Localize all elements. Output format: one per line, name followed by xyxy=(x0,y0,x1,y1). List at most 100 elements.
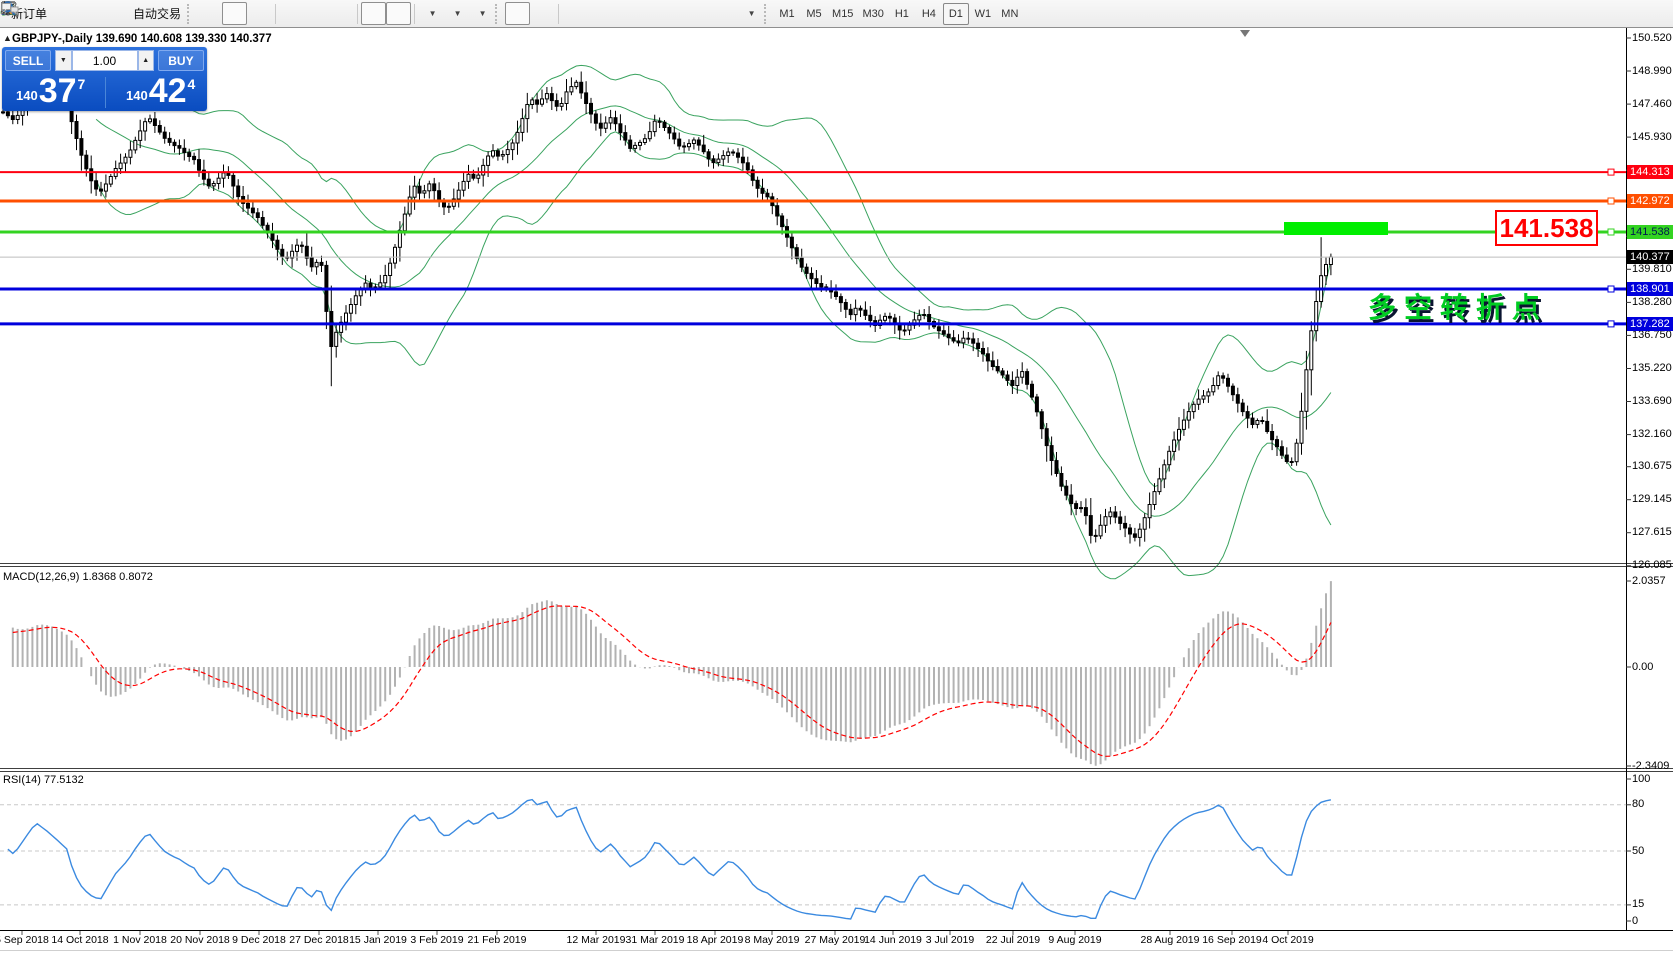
candle xyxy=(1284,454,1289,463)
crosshair-button[interactable] xyxy=(1,1,555,25)
candle xyxy=(295,244,299,252)
candle xyxy=(961,337,966,344)
line-handle[interactable] xyxy=(1607,285,1615,293)
date-axis-label: 27 May 2019 xyxy=(804,934,866,946)
turning-point-annotation[interactable]: 多空转折点 xyxy=(1368,292,1549,323)
candle xyxy=(907,324,912,331)
candle xyxy=(138,130,143,141)
zoom-in-button[interactable] xyxy=(2,1,304,25)
text-button[interactable]: A xyxy=(3,1,712,25)
timeframe-h4-button[interactable]: H4 xyxy=(921,7,936,20)
timeframe-w1-button[interactable]: W1 xyxy=(974,7,992,20)
zoom-out-button[interactable] xyxy=(2,1,329,25)
line-handle[interactable] xyxy=(1607,168,1615,176)
auto-scroll-button[interactable] xyxy=(2,2,412,25)
candle xyxy=(834,291,838,297)
vertical-line-button[interactable] xyxy=(6,2,587,25)
candle xyxy=(446,205,451,208)
timeframe-m5-button[interactable]: M5 xyxy=(806,7,822,20)
date-axis-label: 3 Feb 2019 xyxy=(410,934,464,946)
candle xyxy=(740,156,745,164)
bar-chart-button[interactable] xyxy=(2,2,222,25)
toolbar-grip xyxy=(187,3,193,24)
candle xyxy=(1074,503,1079,510)
candle xyxy=(946,333,951,339)
candle xyxy=(422,190,427,194)
buy-button[interactable]: BUY xyxy=(157,50,204,71)
price-axis-tick: 127.615 xyxy=(1632,526,1672,539)
candle xyxy=(378,282,383,288)
candle xyxy=(1000,370,1005,376)
candlestick-chart-button[interactable] xyxy=(2,2,248,25)
search-button[interactable] xyxy=(2,1,1420,25)
candle xyxy=(628,139,633,149)
candle xyxy=(652,120,657,133)
candle xyxy=(726,151,731,156)
date-axis-label: 27 Dec 2018 xyxy=(289,934,349,946)
line-chart-button[interactable] xyxy=(2,2,272,25)
trendline-button[interactable] xyxy=(2,2,637,25)
candle xyxy=(216,177,221,184)
candle xyxy=(981,348,985,355)
new-chart-dropdown[interactable]: ▼ xyxy=(2,1,443,25)
timeframe-m1-button[interactable]: M1 xyxy=(779,7,795,20)
buy-price-big: 42 xyxy=(148,72,187,111)
price-callout-box[interactable]: 141.538 xyxy=(1495,210,1598,246)
text-label-button[interactable]: T xyxy=(1,2,737,25)
buy-price[interactable]: 140 42 4 xyxy=(126,72,195,111)
arrows-dropdown[interactable]: ▼ xyxy=(1,2,762,25)
equidistant-channel-button[interactable]: E xyxy=(1,2,662,25)
cursor-button[interactable] xyxy=(4,1,531,25)
globe-signal-button[interactable] xyxy=(2,2,126,25)
candle xyxy=(1260,420,1265,422)
candle xyxy=(1,111,5,114)
date-axis-label: 14 Jun 2019 xyxy=(864,934,922,946)
timeframe-d1-button[interactable]: D1 xyxy=(942,2,969,25)
candle xyxy=(1054,460,1059,475)
candle xyxy=(246,202,250,209)
chart-title: GBPJPY-,Daily 139.690 140.608 139.330 14… xyxy=(12,33,272,45)
tile-windows-button[interactable] xyxy=(1,2,354,25)
volume-input[interactable] xyxy=(71,50,138,71)
candle xyxy=(731,151,736,154)
horizontal-line-button[interactable] xyxy=(2,2,612,25)
chat-button[interactable] xyxy=(1,2,1445,25)
candle xyxy=(167,137,172,143)
gold-ingot-button[interactable] xyxy=(2,2,76,25)
line-handle[interactable] xyxy=(1607,197,1615,205)
date-axis-label: 31 Mar 2019 xyxy=(625,934,685,946)
sell-price[interactable]: 140 37 7 xyxy=(16,74,85,109)
date-axis-label: 21 Feb 2019 xyxy=(467,934,527,946)
candle xyxy=(633,144,638,149)
timeframe-m30-button[interactable]: M30 xyxy=(862,7,884,20)
candle xyxy=(1172,439,1177,452)
sell-button[interactable]: SELL xyxy=(5,50,52,71)
candle xyxy=(691,139,696,144)
fibonacci-button[interactable]: F xyxy=(2,2,687,25)
date-axis-label: 4 Oct 2019 xyxy=(1262,934,1314,946)
chart-shift-button[interactable] xyxy=(2,2,387,25)
chart-shift-marker[interactable] xyxy=(1240,30,1250,37)
autotrade-button[interactable]: 自动交易 xyxy=(1,2,185,25)
volume-decrease-button[interactable]: ▼ xyxy=(55,50,72,71)
template-dropdown[interactable]: ▼ xyxy=(1,2,493,25)
timeframe-m15-button[interactable]: M15 xyxy=(832,7,854,20)
period-dropdown[interactable]: ▼ xyxy=(1,1,468,25)
candle xyxy=(1265,420,1270,432)
candle xyxy=(544,93,549,100)
chevron-down-icon: ▼ xyxy=(453,9,462,18)
line-handle[interactable] xyxy=(1607,228,1615,236)
candle xyxy=(638,141,642,146)
green-highlight-rectangle[interactable] xyxy=(1284,222,1388,235)
chart-cloud-button[interactable] xyxy=(1,2,101,25)
timeframe-h1-button[interactable]: H1 xyxy=(894,7,909,20)
candle xyxy=(103,183,108,192)
date-axis-label: 16 Sep 2019 xyxy=(1202,934,1262,946)
timeframe-mn-button[interactable]: MN xyxy=(1001,7,1019,20)
oneclick-collapse-arrow[interactable]: ▲ xyxy=(3,33,12,43)
candle xyxy=(353,295,358,305)
line-handle[interactable] xyxy=(1607,320,1615,328)
candle xyxy=(780,215,785,228)
volume-increase-button[interactable]: ▲ xyxy=(137,50,154,71)
